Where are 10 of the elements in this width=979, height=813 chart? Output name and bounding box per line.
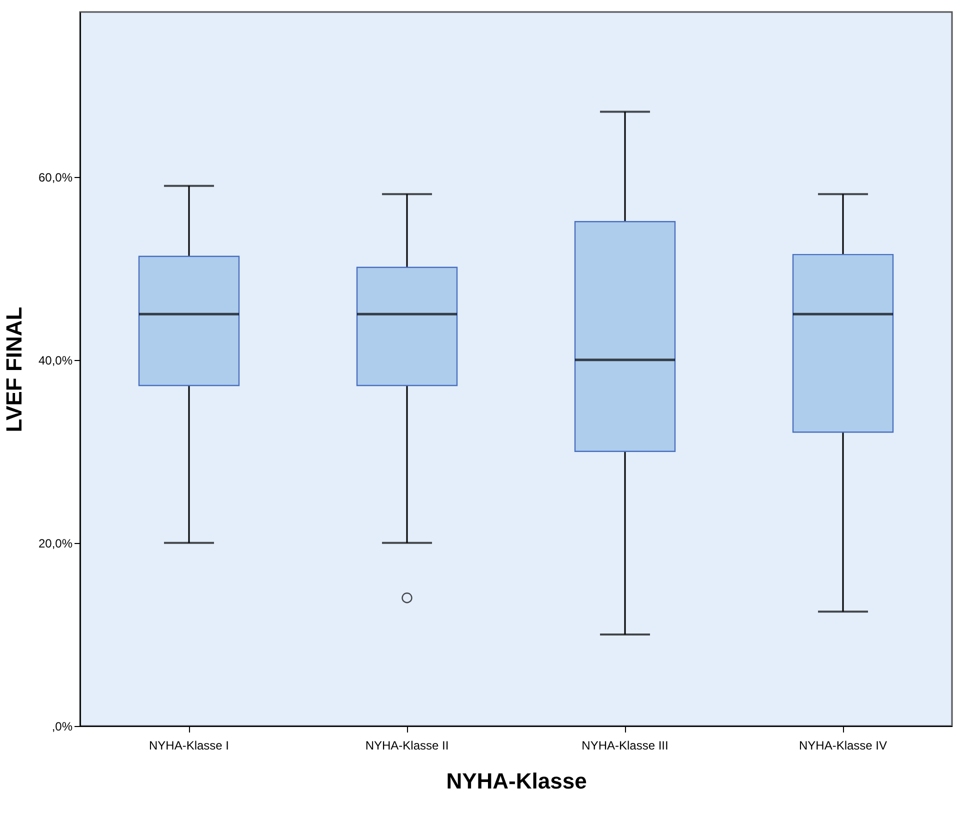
x-tick-label: NYHA-Klasse I [148,738,230,752]
x-tick-label: NYHA-Klasse IV [798,738,888,752]
x-tick-label: NYHA-Klasse II [365,738,449,752]
x-tick-label: NYHA-Klasse III [582,738,668,752]
y-tick-label: ,0% [52,720,73,734]
y-tick-label: 40,0% [38,353,73,368]
y-tick-label: 60,0% [38,170,73,184]
y-tick-label: 20,0% [38,536,73,550]
x-axis-title: NYHA-Klasse [446,768,587,794]
y-axis-title: LVEF FINAL [1,306,26,432]
